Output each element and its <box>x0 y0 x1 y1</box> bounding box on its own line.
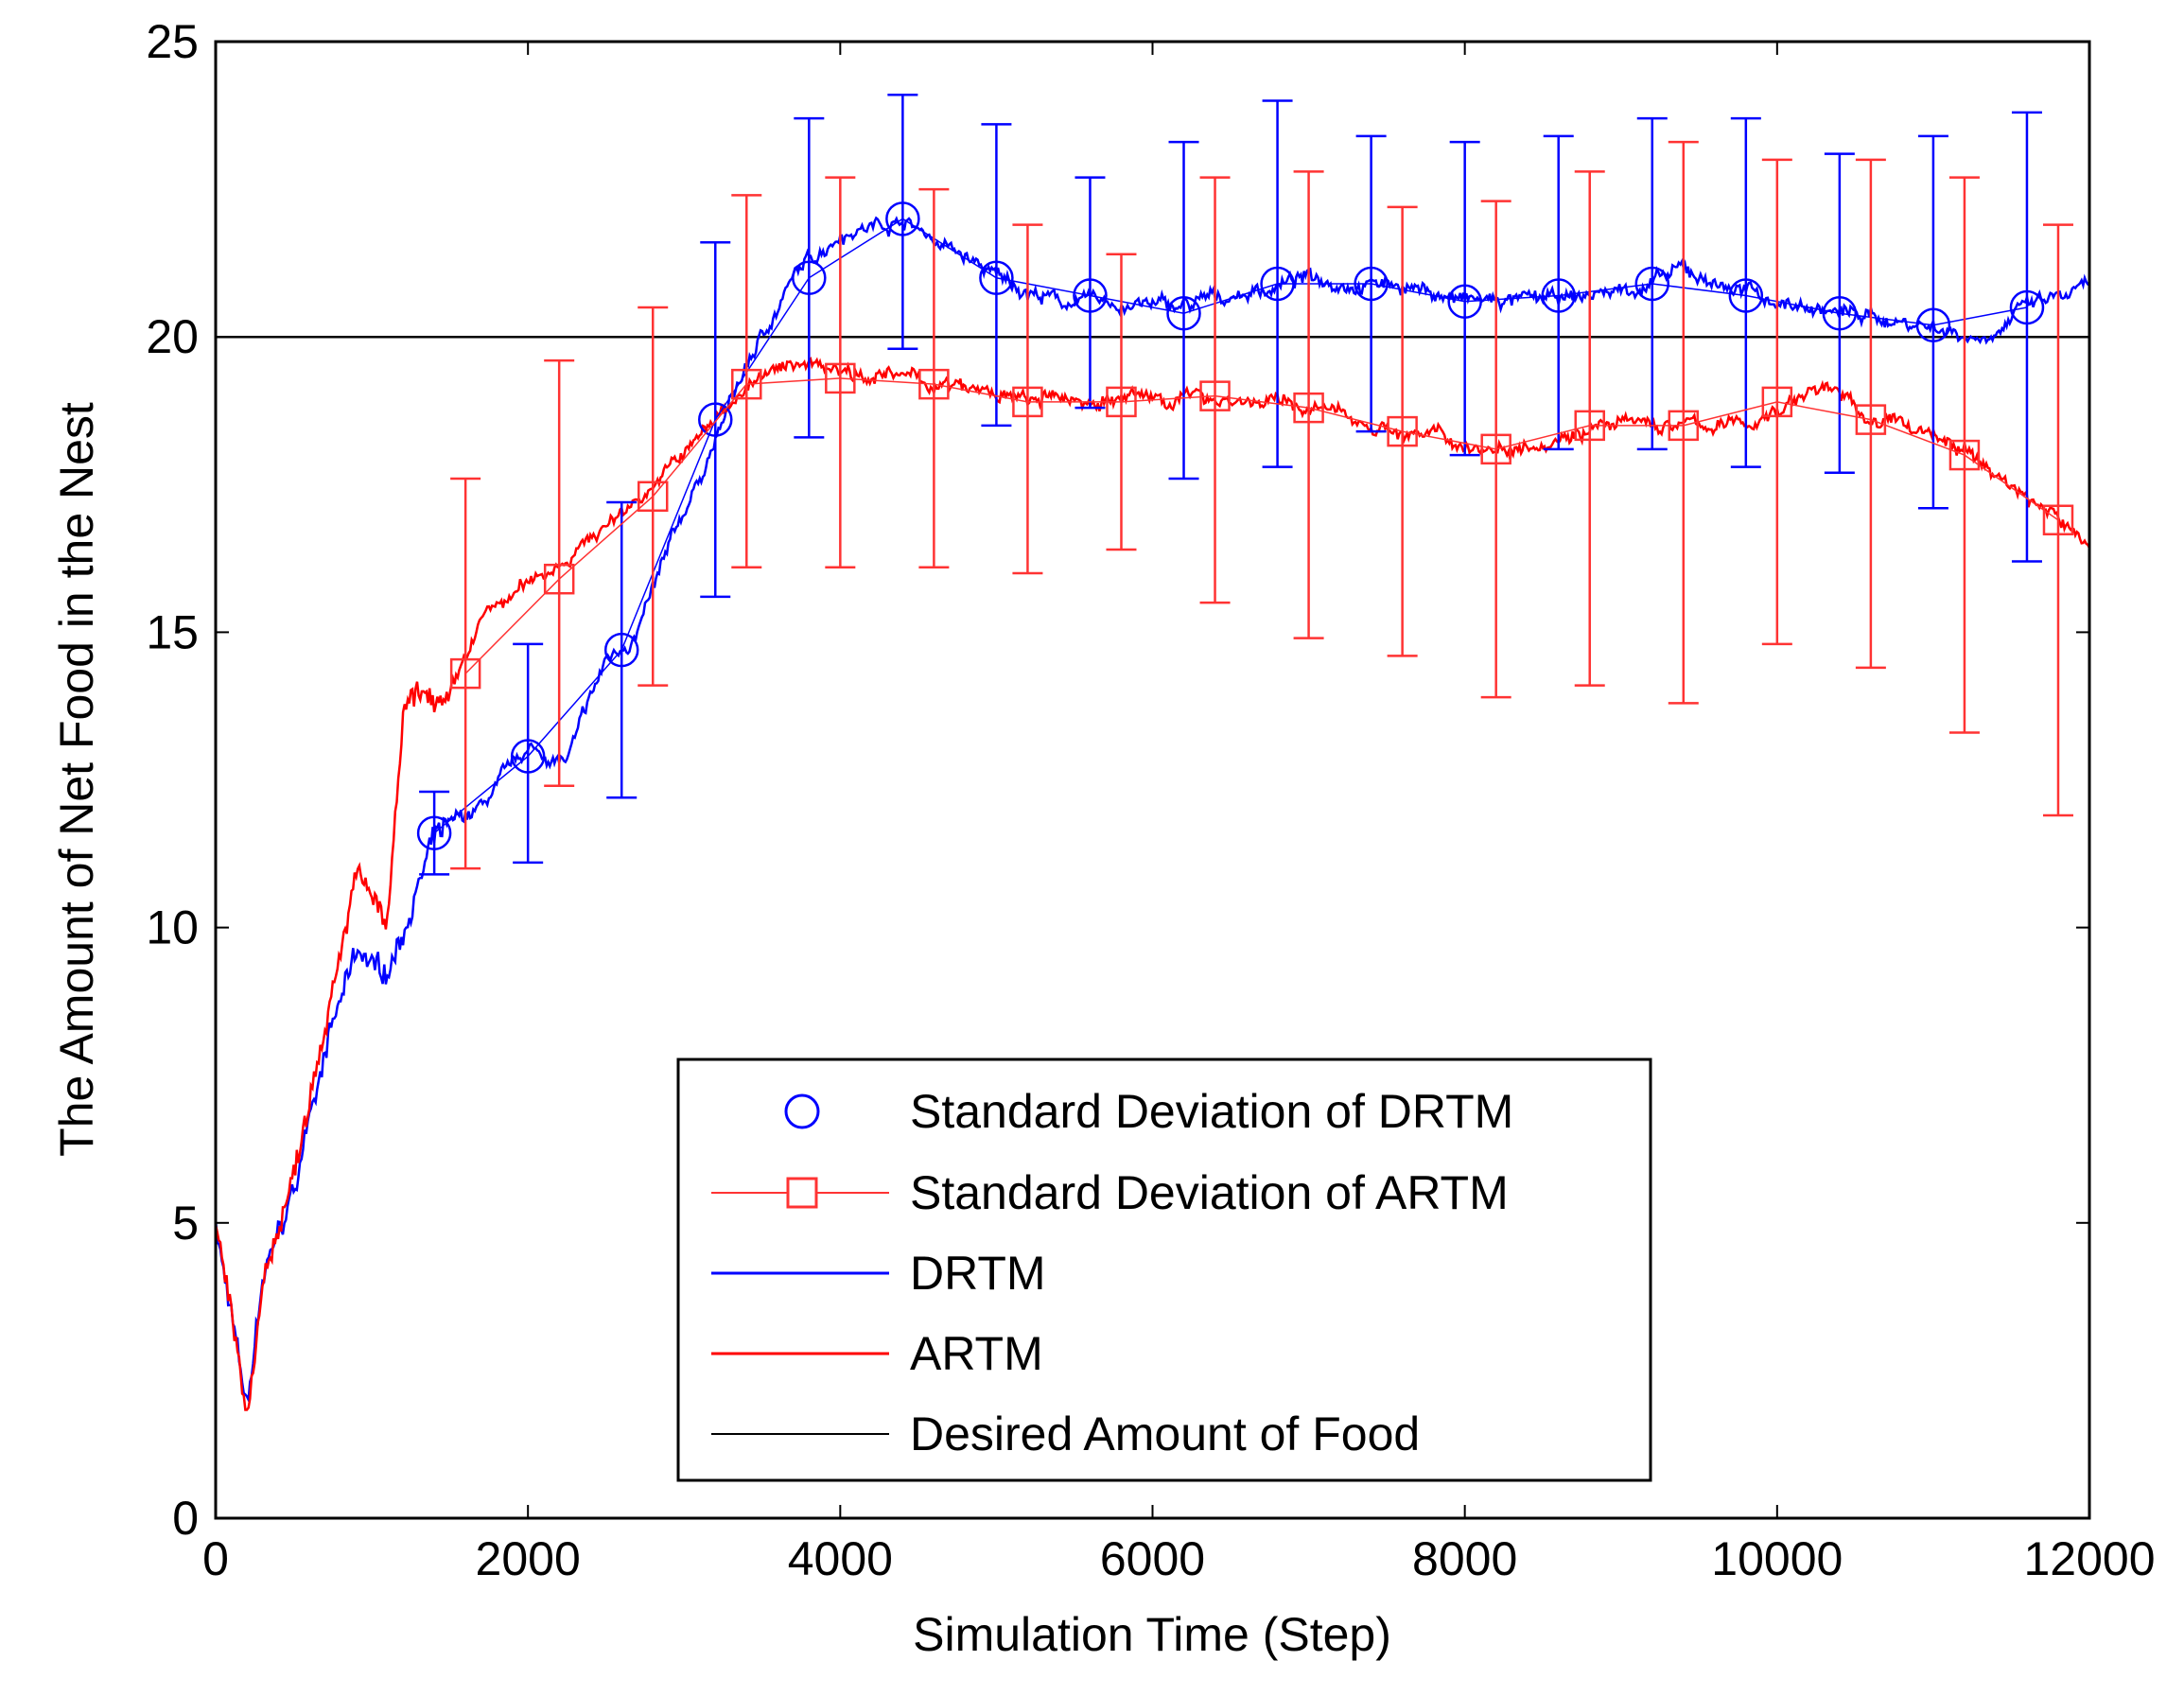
data-point-circle <box>510 739 546 774</box>
sd-connector-line <box>464 377 2059 674</box>
legend-box <box>676 1058 1652 1482</box>
data-point-circle <box>603 632 639 668</box>
legend-label: ARTM <box>910 1327 1043 1380</box>
y-tick-label: 10 <box>146 901 199 954</box>
data-point-circle <box>1354 266 1389 302</box>
x-tick-label: 4000 <box>788 1532 893 1585</box>
data-point-square <box>1199 380 1231 411</box>
data-point-square <box>2042 504 2074 536</box>
errorbar-group <box>416 93 2045 876</box>
data-point-square <box>918 368 950 400</box>
data-layer <box>214 93 2091 1411</box>
legend: Standard Deviation of DRTM Standard Devi… <box>676 1058 1652 1482</box>
data-point-circle <box>885 201 920 236</box>
data-point-circle <box>416 815 452 850</box>
legend-label: Standard Deviation of DRTM <box>910 1085 1513 1138</box>
data-point-square <box>1761 386 1793 418</box>
x-tick-label: 2000 <box>476 1532 581 1585</box>
data-point-circle <box>1822 295 1858 331</box>
data-point-square <box>449 657 481 690</box>
data-point-square <box>1948 439 1981 471</box>
data-point-square <box>1855 404 1887 435</box>
data-point-circle <box>1634 266 1670 302</box>
data-point-circle <box>979 260 1014 296</box>
data-point-circle <box>1915 307 1951 342</box>
y-axis-label: The Amount of Net Food in the Nest <box>50 402 103 1157</box>
y-tick-label: 20 <box>146 310 199 363</box>
data-point-square <box>543 563 575 595</box>
data-point-circle <box>1541 278 1576 313</box>
data-point-circle <box>792 260 827 296</box>
data-point-square <box>1574 410 1605 442</box>
data-point-square <box>1012 386 1043 418</box>
data-point-circle <box>2009 289 2045 325</box>
legend-label: DRTM <box>910 1247 1046 1300</box>
x-tick-label: 0 <box>202 1532 229 1585</box>
data-point-square <box>1293 392 1324 424</box>
data-point-circle <box>1260 266 1295 302</box>
data-point-circle <box>1073 278 1108 313</box>
y-tick-label: 0 <box>172 1492 199 1545</box>
errorbar-group <box>449 140 2074 870</box>
data-point-square <box>1668 410 1700 442</box>
data-point-square <box>637 481 669 513</box>
data-point-circle <box>1166 295 1201 331</box>
data-point-square <box>1387 415 1418 447</box>
data-point-square <box>1480 433 1511 465</box>
data-point-square <box>825 362 856 394</box>
legend-label: Desired Amount of Food <box>910 1408 1420 1460</box>
y-tick-label: 5 <box>172 1197 199 1250</box>
legend-label: Standard Deviation of ARTM <box>910 1166 1509 1219</box>
x-tick-label: 6000 <box>1100 1532 1205 1585</box>
data-point-square <box>731 368 762 400</box>
legend-marker-circle <box>784 1093 820 1129</box>
data-point-circle <box>1447 284 1482 319</box>
data-point-circle <box>1728 278 1764 313</box>
data-point-square <box>1106 386 1137 418</box>
legend-marker-square <box>786 1177 818 1209</box>
x-axis-label: Simulation Time (Step) <box>913 1608 1391 1661</box>
data-point-circle <box>698 402 733 437</box>
y-tick-label: 15 <box>146 605 199 658</box>
x-tick-label: 8000 <box>1412 1532 1517 1585</box>
ticks: 0 2000 4000 6000 8000 10000 12000 0 5 10 15 20 25 <box>146 15 2155 1585</box>
y-tick-label: 25 <box>146 15 199 68</box>
sd-connector-line <box>433 218 2028 834</box>
x-tick-label: 12000 <box>2023 1532 2155 1585</box>
x-tick-label: 10000 <box>1711 1532 1843 1585</box>
